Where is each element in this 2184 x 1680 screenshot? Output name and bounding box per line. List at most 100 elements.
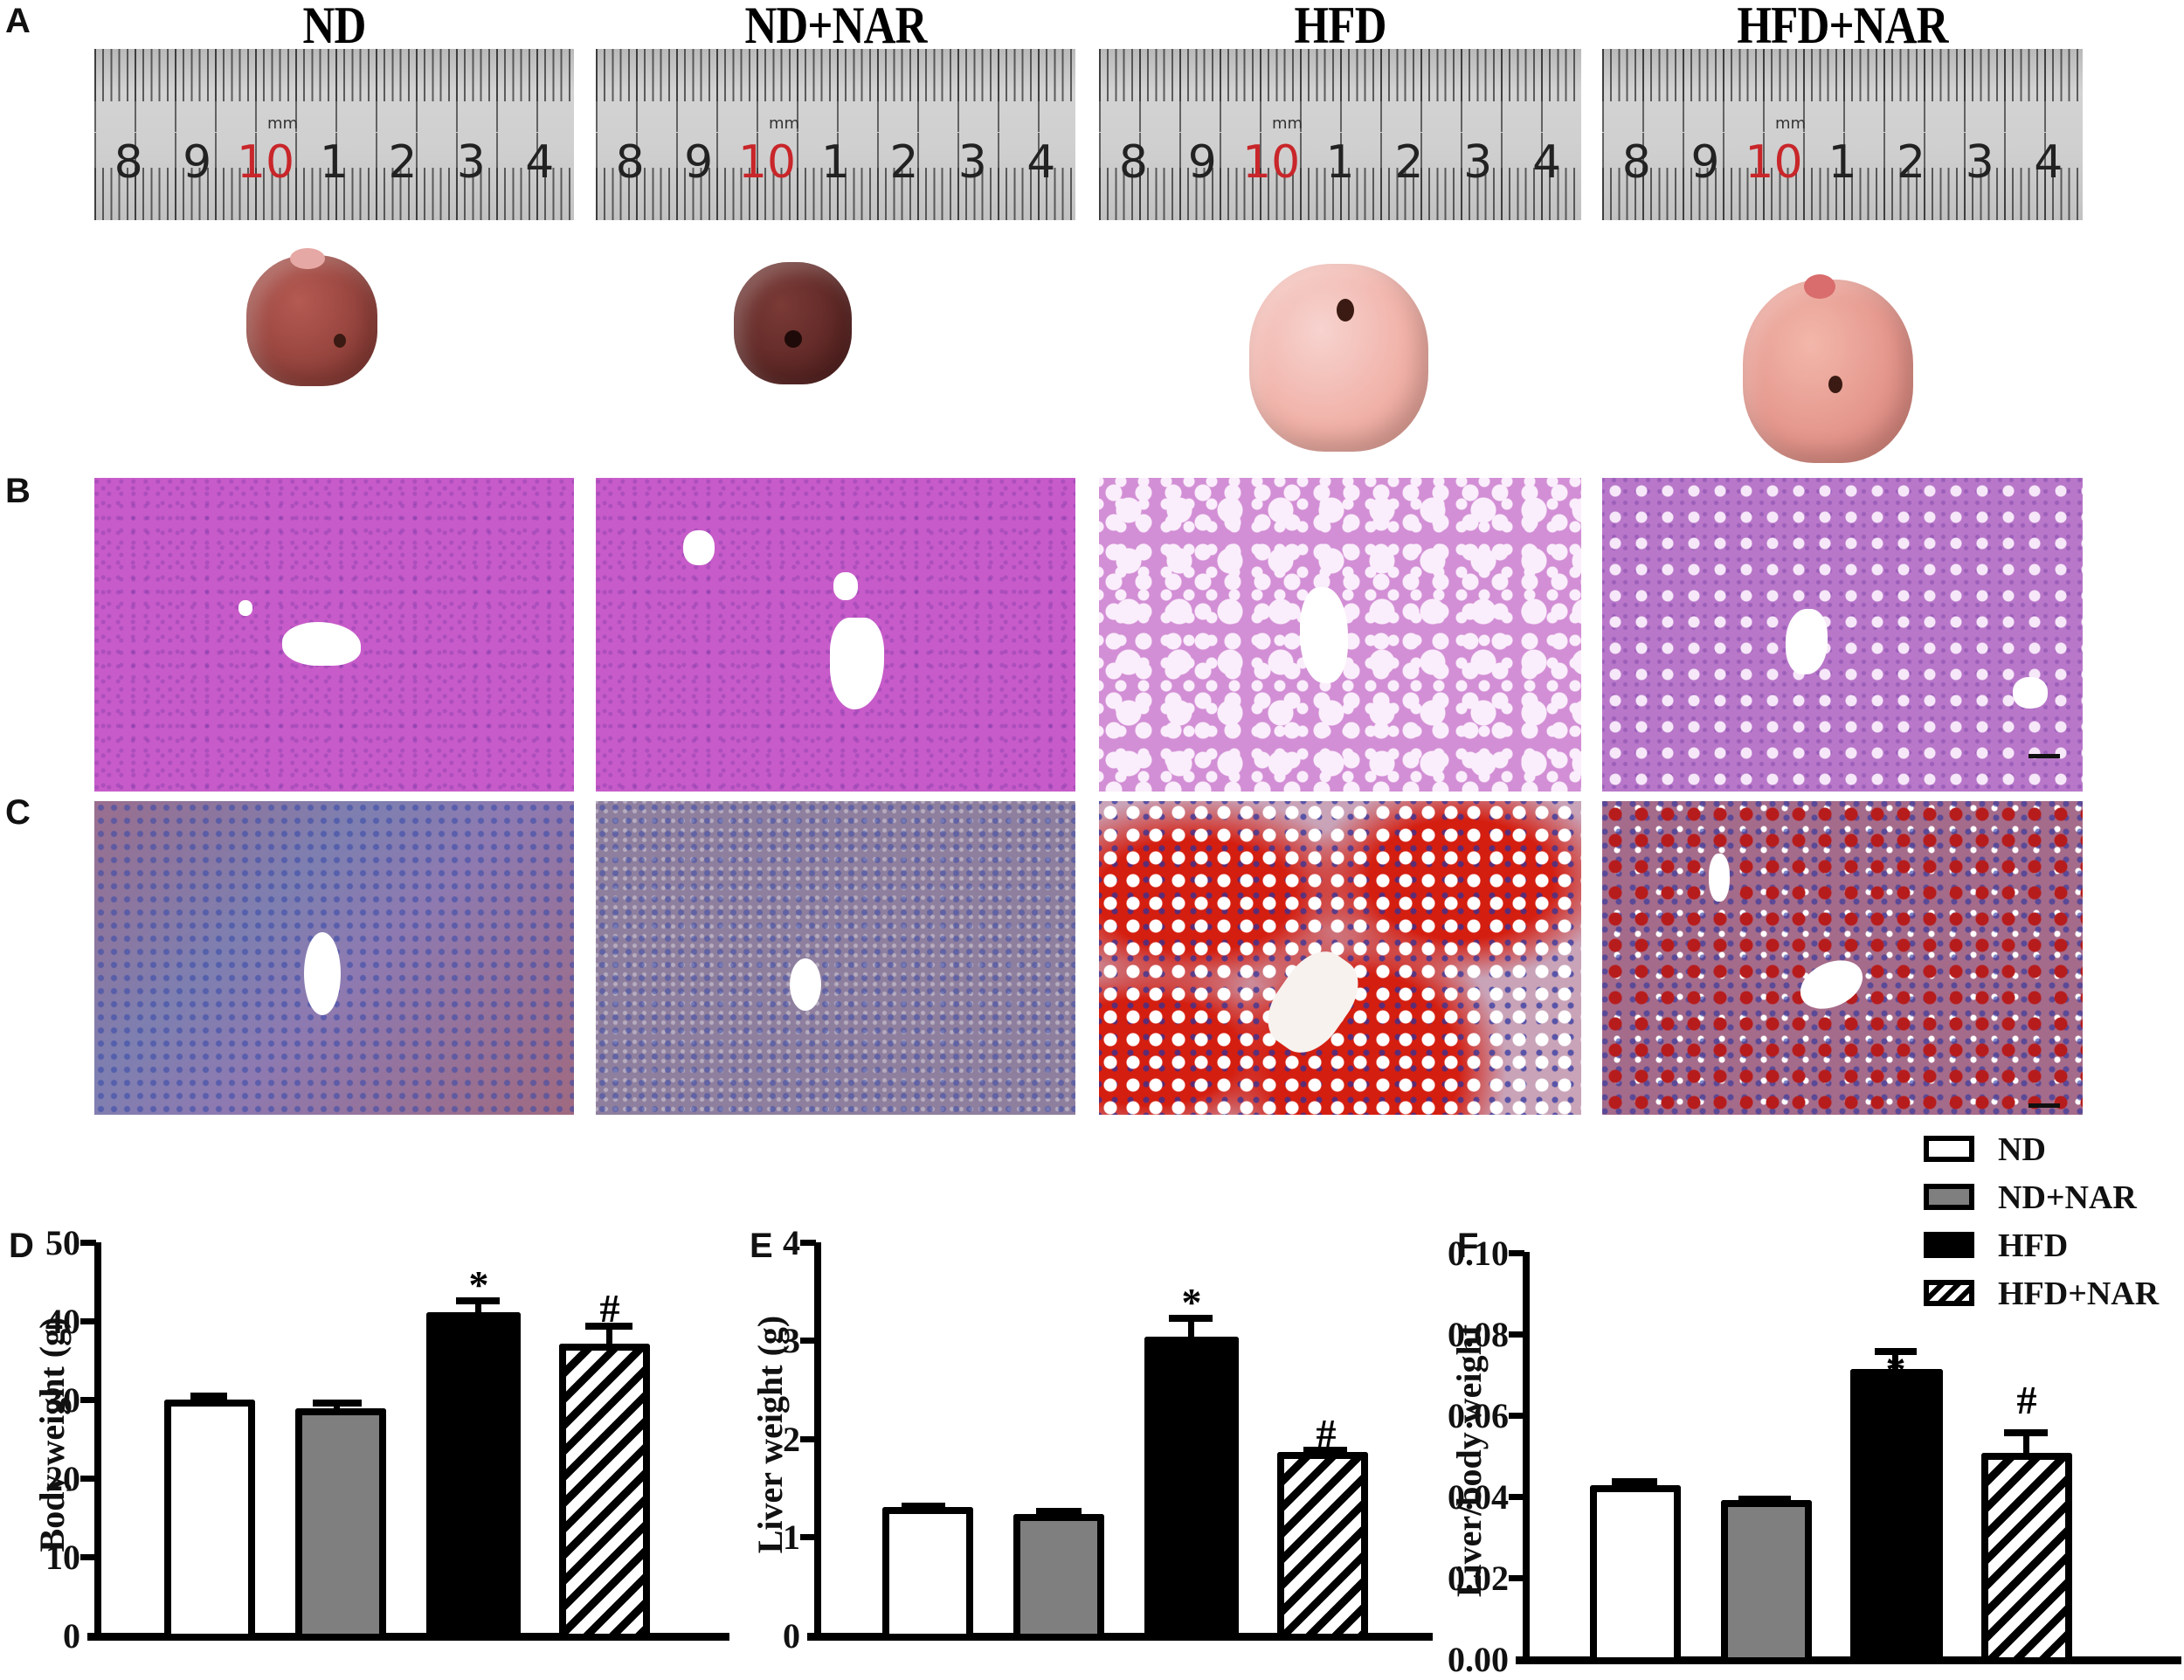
y-tick [800,1436,816,1442]
y-tick [80,1476,96,1482]
central-vein [830,618,884,709]
error-bar-cap [1738,1496,1791,1503]
error-bar-cap [1875,1348,1917,1355]
y-tick-label: 2 [783,1420,800,1459]
y-tick-label: 40 [45,1302,80,1341]
ruler-number: 4 [1532,136,1562,189]
ruler-number: 8 [1621,136,1651,189]
legend-label: ND+NAR [1998,1179,2137,1216]
bar-nd [1590,1485,1681,1657]
error-bar [1892,1351,1898,1377]
y-tick-label: 20 [45,1459,80,1498]
ruler-number: 4 [525,136,555,189]
central-vein [1254,938,1372,1066]
ruler-image: mm 8 9 10 1 2 3 4 [596,49,1075,220]
liver-vessel-stump [1804,274,1835,299]
gallbladder-mark [1337,299,1354,321]
ruler-number: 9 [1187,136,1217,189]
y-tick-label: 30 [45,1380,80,1420]
ruler-number: 8 [615,136,645,189]
y-tick [800,1338,816,1344]
legend-swatch-gray [1924,1184,1974,1210]
chart-legend: ND ND+NAR HFD HFD+NAR [1924,1131,2184,1311]
y-tick-label: 1 [783,1518,800,1557]
y-tick [80,1318,96,1324]
y-tick-label: 3 [783,1321,800,1360]
central-vein [282,622,361,666]
scale-bar [2028,1103,2060,1108]
error-bar-cap [456,1297,500,1304]
panel-label-b: B [5,472,31,510]
error-bar-cap [1303,1447,1347,1454]
column-title-hfd: HFD [1294,0,1386,54]
oil-red-o-image-nd [94,801,574,1115]
ruler-numbers: 8 9 10 1 2 3 4 [1602,135,2083,190]
central-vein [304,932,341,1015]
ruler-ticks [596,133,1075,220]
ruler-number: 1 [319,136,349,189]
y-tick [80,1554,96,1560]
he-image-nd-nar [596,478,1075,792]
y-tick-label: 0 [63,1616,80,1656]
ruler-number: 10 [1745,136,1803,189]
ruler-number: 2 [889,136,919,189]
significance-marker: * [1181,1280,1202,1324]
error-bar-cap [1612,1478,1657,1485]
central-vein [1709,854,1730,902]
error-bar [606,1324,612,1345]
x-axis [87,1633,729,1641]
y-axis [814,1242,821,1640]
bar-nd [164,1400,255,1634]
y-tick-label: 0.00 [1448,1640,1509,1679]
ruler-number: 2 [1394,136,1424,189]
ruler-number: 9 [1690,136,1720,189]
he-image-nd [94,478,574,792]
ruler-ticks [1602,49,2083,132]
ruler-number: 2 [388,136,418,189]
y-tick-label: 4 [783,1223,800,1262]
ruler-unit: mm [1272,114,1303,133]
gallbladder-mark [1828,376,1842,393]
bar-hfd [426,1312,521,1634]
column-title-nd: ND [302,0,367,54]
ruler-number: 9 [684,136,714,189]
central-vein [683,530,715,565]
bar-hfd-nar [1981,1453,2072,1657]
column-title-nd-nar: ND+NAR [744,0,927,54]
y-tick-label: 0 [783,1616,800,1656]
y-tick [800,1240,816,1246]
ruler-unit: mm [1775,114,1807,133]
legend-label: ND [1998,1131,2046,1168]
y-tick-label: 50 [45,1223,80,1262]
gallbladder-mark [334,334,346,348]
y-tick-label: 0.06 [1448,1396,1509,1435]
ruler-ticks [1099,49,1581,132]
y-tick-label: 0.08 [1448,1315,1509,1354]
ruler-unit: mm [267,114,299,133]
significance-marker: # [2016,1378,2037,1422]
significance-marker: * [468,1262,489,1307]
ruler-ticks [1602,133,2083,220]
bar-nd-nar [1013,1514,1104,1634]
ruler-number: 1 [1828,136,1857,189]
column-title-hfd-nar: HFD+NAR [1737,0,1948,54]
x-axis [807,1633,1433,1641]
oil-red-o-image-nd-nar [596,801,1075,1115]
gallbladder-mark [784,330,802,348]
panel-label-f: F [1457,1227,1479,1265]
ruler-number: 10 [737,136,797,189]
oil-red-o-image-hfd [1099,801,1581,1115]
ruler-ticks [94,133,574,220]
error-bar-cap [902,1503,945,1510]
ruler-ticks [1099,133,1581,220]
ruler-number: 10 [236,136,295,189]
ruler-number: 3 [957,136,987,189]
central-vein [1792,951,1871,1019]
bar-nd-nar [295,1408,386,1634]
ruler-image: mm 8 9 10 1 2 3 4 [94,49,574,220]
ruler-number: 10 [1242,136,1301,189]
bar-hfd [1144,1337,1239,1634]
legend-swatch-black [1924,1232,1974,1258]
legend-label: HFD [1998,1227,2069,1264]
ruler-number: 8 [114,136,143,189]
